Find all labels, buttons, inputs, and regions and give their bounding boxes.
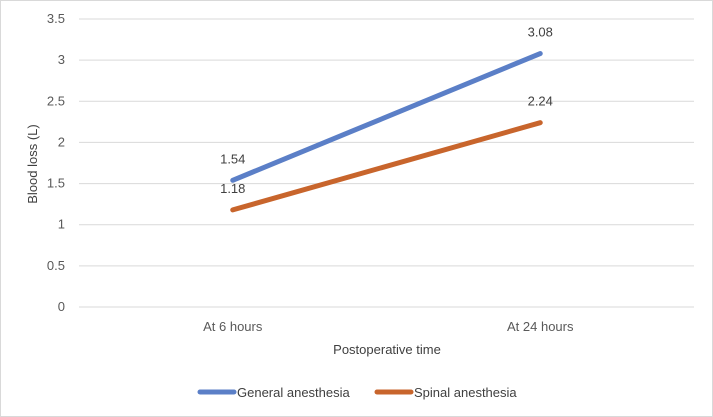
series-lines [230,51,543,213]
y-axis-ticks: 0 0.5 1 1.5 2 2.5 3 3.5 [47,11,65,314]
gridlines [79,18,694,308]
y-tick-label: 0 [58,299,65,314]
x-tick-label: At 24 hours [507,319,574,334]
legend-label: Spinal anesthesia [414,385,517,400]
data-label: 1.18 [220,181,245,196]
data-labels: 1.54 3.08 1.18 2.24 [220,25,553,196]
data-label: 1.54 [220,151,245,166]
x-axis-title: Postoperative time [333,342,441,357]
legend-label: General anesthesia [237,385,351,400]
y-tick-label: 2.5 [47,93,65,108]
series-line-general-anesthesia [230,51,543,183]
y-tick-label: 1 [58,217,65,232]
x-axis-ticks: At 6 hours At 24 hours [203,319,574,334]
data-label: 3.08 [528,25,553,40]
y-tick-label: 3 [58,52,65,67]
series-line-spinal-anesthesia [230,120,543,213]
y-tick-label: 2 [58,134,65,149]
y-tick-label: 0.5 [47,258,65,273]
y-axis-title: Blood loss (L) [25,124,40,203]
legend: General anesthesia Spinal anesthesia [197,385,517,400]
y-tick-label: 1.5 [47,176,65,191]
y-tick-label: 3.5 [47,11,65,26]
x-tick-label: At 6 hours [203,319,263,334]
data-label: 2.24 [528,94,553,109]
